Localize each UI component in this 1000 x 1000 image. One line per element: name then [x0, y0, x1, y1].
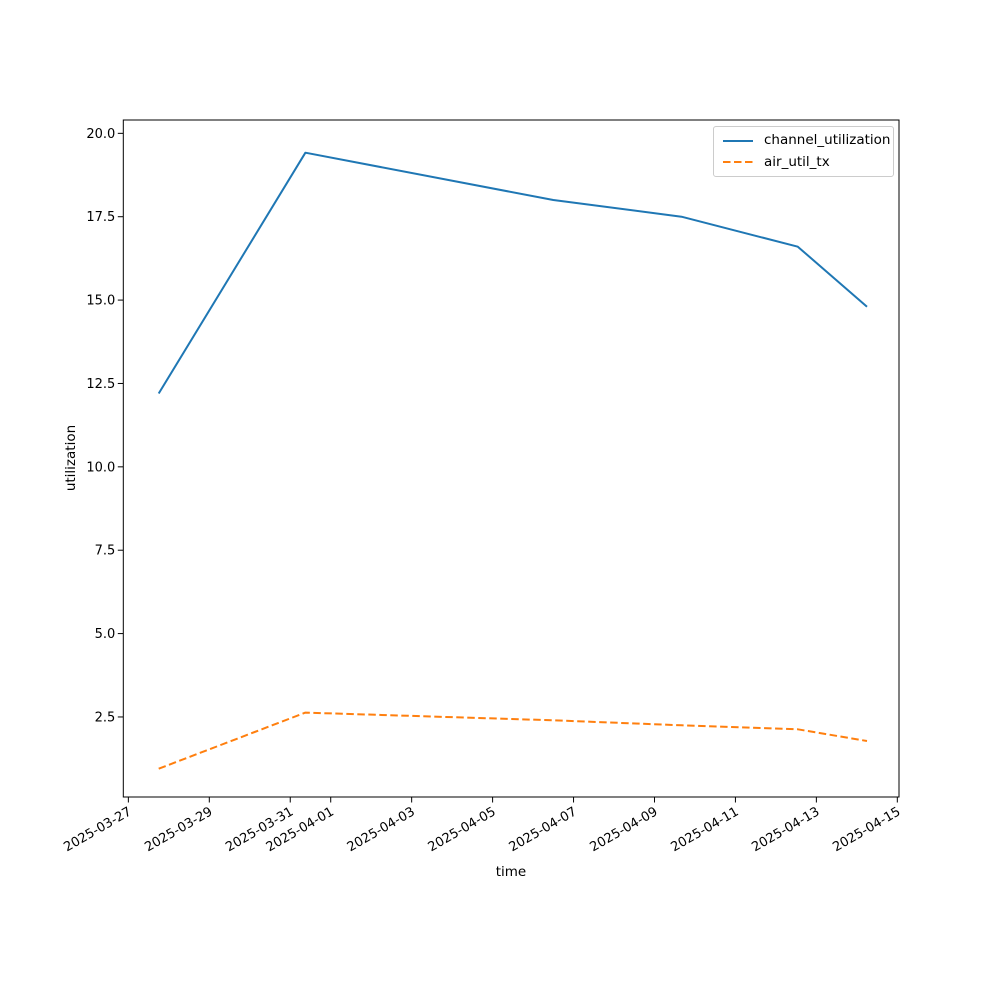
x-tick-label: 2025-04-15	[830, 804, 903, 855]
x-tick-label: 2025-04-05	[426, 804, 499, 855]
y-tick-label: 2.5	[95, 710, 116, 725]
plot-frame	[122, 119, 900, 798]
x-axis-label: time	[495, 864, 527, 880]
y-tick-label: 17.5	[86, 210, 115, 225]
x-tick-label: 2025-04-13	[749, 804, 822, 855]
legend-item-channel-utilization: channel_utilization	[723, 133, 891, 148]
x-tick-label: 2025-03-29	[142, 804, 215, 855]
legend-dashed-line-icon	[723, 161, 753, 164]
legend-label-air-util-tx: air_util_tx	[764, 153, 830, 170]
x-tick-label: 2025-04-11	[668, 804, 741, 855]
x-tick-label: 2025-04-09	[588, 804, 661, 855]
legend-solid-line-icon	[723, 139, 753, 142]
y-tick-label: 20.0	[86, 127, 115, 142]
legend-label-channel-utilization: channel_utilization	[764, 132, 891, 148]
y-tick-label: 5.0	[95, 627, 116, 642]
y-tick-label: 15.0	[86, 294, 115, 309]
x-tick-label: 2025-04-03	[345, 804, 418, 855]
series-line-air_util_tx	[158, 711, 868, 770]
x-tick-label: 2025-03-27	[61, 804, 134, 855]
y-axis-label: utilization	[63, 424, 79, 492]
series-line-channel_utilization	[157, 151, 868, 395]
y-tick-label: 10.0	[86, 460, 115, 475]
legend: channel_utilization air_util_tx	[713, 126, 894, 177]
y-tick-label: 7.5	[95, 544, 116, 559]
legend-item-air-util-tx: air_util_tx	[723, 153, 884, 170]
x-tick-label: 2025-04-07	[507, 804, 580, 855]
y-tick-label: 12.5	[86, 377, 115, 392]
